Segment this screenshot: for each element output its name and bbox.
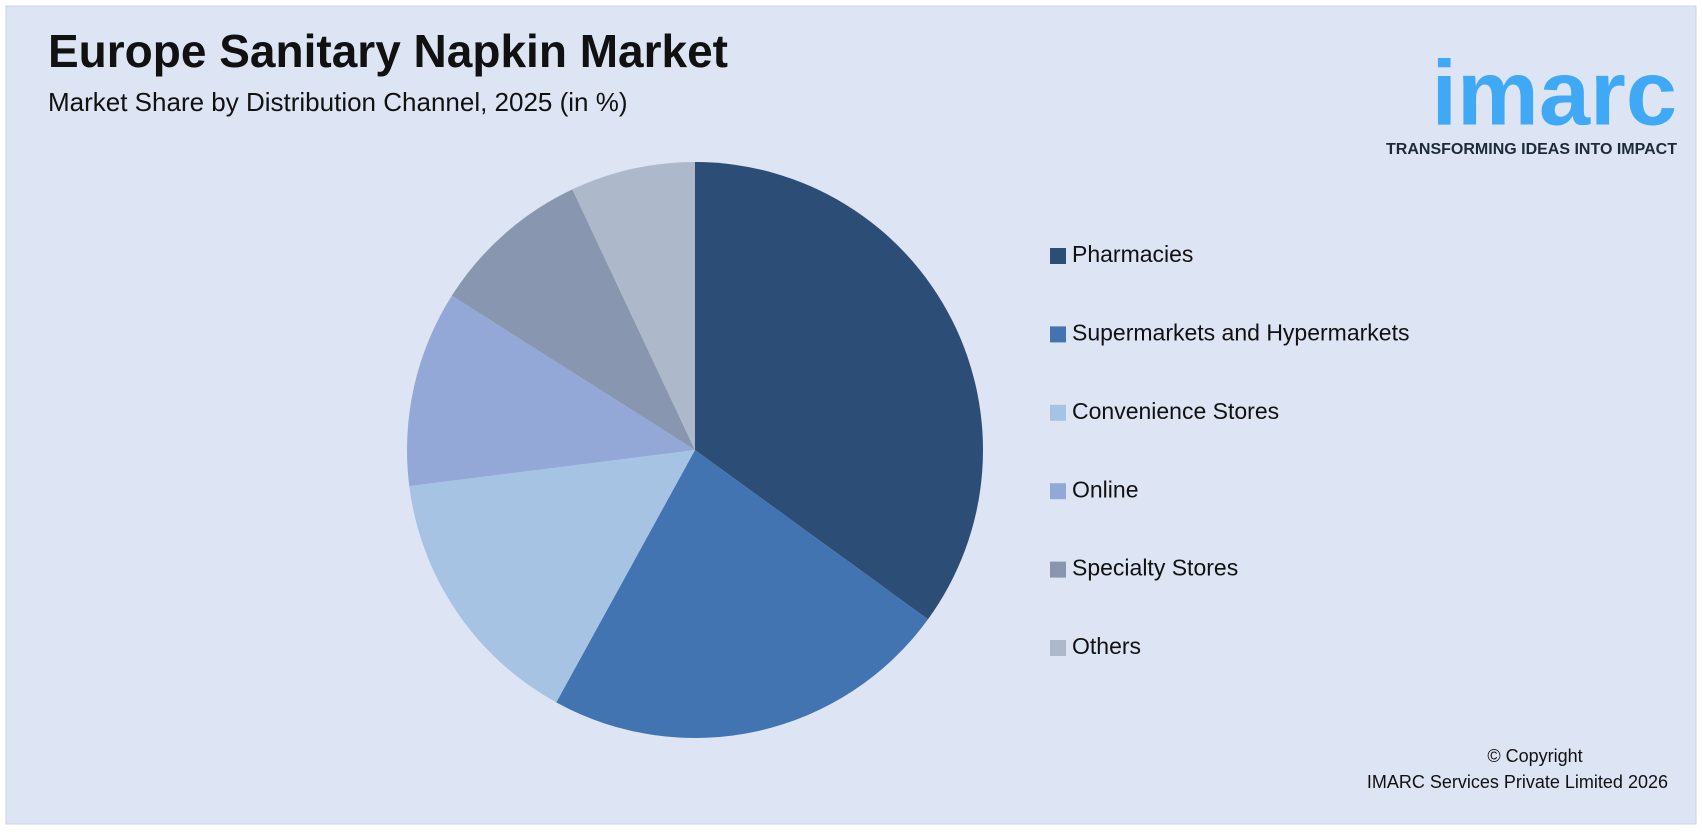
legend-label: Pharmacies	[1072, 241, 1193, 267]
copyright: IMARC Services Private Limited 2026	[1367, 772, 1668, 792]
tagline: TRANSFORMING IDEAS INTO IMPACT	[1386, 141, 1677, 158]
chart-subtitle: Market Share by Distribution Channel, 20…	[48, 87, 628, 117]
legend-swatch	[1050, 640, 1066, 656]
legend-label: Convenience Stores	[1072, 398, 1279, 424]
chart-title: Europe Sanitary Napkin Market	[48, 25, 728, 77]
legend-label: Others	[1072, 633, 1141, 659]
legend-swatch	[1050, 561, 1066, 578]
pie-slice	[556, 450, 928, 738]
pie-slice	[409, 450, 695, 703]
logo: imarc	[1432, 42, 1678, 144]
pie-slice	[406, 295, 695, 487]
copyright: © Copyright	[1487, 746, 1582, 766]
legend-label: Specialty Stores	[1072, 555, 1238, 581]
legend-swatch	[1050, 404, 1066, 421]
legend-swatch	[1050, 248, 1066, 264]
legend-swatch	[1050, 483, 1066, 500]
pie-slice	[695, 162, 983, 620]
legend-label: Supermarkets and Hypermarkets	[1072, 319, 1409, 345]
pie-slice	[451, 189, 695, 451]
legend-label: Online	[1072, 476, 1138, 502]
pie-slice	[572, 162, 695, 450]
legend-swatch	[1050, 326, 1066, 343]
